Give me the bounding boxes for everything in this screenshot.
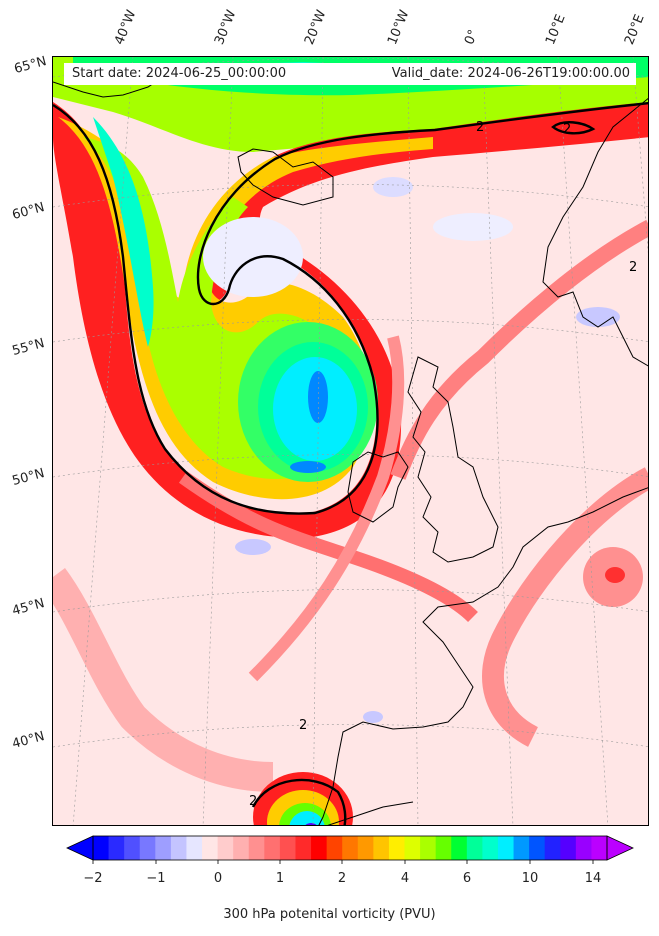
western-tongue-cyan	[93, 117, 154, 347]
colorbar-tick-label: 14	[584, 871, 602, 886]
pv-2-contour	[53, 102, 648, 825]
colorbar-segment	[124, 836, 141, 860]
colorbar-segment	[155, 836, 172, 860]
lon-label-10e: 10°E	[543, 12, 569, 47]
colorbar-segment	[248, 836, 265, 860]
colorbar-segment	[202, 836, 219, 860]
colorbar-segment	[482, 836, 499, 860]
pv-streamer	[53, 568, 274, 792]
southern-cutoff-cyan	[289, 811, 325, 825]
colorbar-segment	[435, 836, 452, 860]
colorbar-tick-label: −1	[146, 871, 166, 886]
pv-field-map: 2 2 2 2 2	[53, 57, 648, 825]
colorbar-segment	[420, 836, 437, 860]
contour-label: 2	[249, 794, 257, 809]
iceland-coast	[237, 148, 334, 206]
low-pv-patch	[363, 711, 383, 723]
colorbar-tick-label: 2	[337, 871, 347, 886]
colorbar-segment	[497, 836, 515, 860]
coastlines	[53, 76, 648, 825]
lon-label-20e: 20°E	[622, 12, 648, 47]
lat-label-55n: 55°N	[10, 336, 47, 359]
colorbar-segment	[591, 836, 608, 860]
colorbar-segment	[575, 836, 592, 860]
colorbar-segments	[93, 836, 608, 860]
lon-label-30w: 30°W	[212, 8, 240, 47]
colorbar-tick-label: −2	[83, 871, 103, 886]
colorbar-title: 300 hPa potenital vorticity (PVU)	[223, 907, 436, 922]
low-pv-patch	[203, 217, 303, 297]
colorbar-segment	[357, 836, 374, 860]
lon-label-20w: 20°W	[302, 8, 330, 47]
colorbar-segment	[264, 836, 281, 860]
colorbar-tick-label: 10	[521, 871, 539, 886]
lon-label-10w: 10°W	[385, 8, 413, 47]
colorbar-segment	[93, 836, 110, 860]
colorbar-outline	[92, 835, 608, 861]
colorbar-segment	[186, 836, 203, 860]
colorbar-segment	[217, 836, 234, 860]
map-panel: 2 2 2 2 2	[52, 56, 649, 826]
contour-label: 2	[299, 718, 307, 733]
great-britain-coast	[407, 356, 499, 563]
colorbar-segment	[560, 836, 577, 860]
colorbar-segment	[388, 836, 406, 860]
colorbar-ticks	[92, 860, 594, 864]
pv-streamer	[248, 335, 405, 682]
low-pv-patch	[235, 539, 271, 555]
colorbar-segment	[466, 836, 483, 860]
colorbar-segment	[295, 836, 312, 860]
colorbar-tick-label: 4	[400, 871, 410, 886]
colorbar-segment	[326, 836, 343, 860]
colorbar-segment	[529, 836, 546, 860]
pv-streamer	[482, 467, 648, 747]
contour-label: 2	[629, 260, 637, 275]
lat-label-60n: 60°N	[10, 200, 47, 223]
colorbar-segment	[311, 836, 328, 860]
lat-label-45n: 45°N	[10, 596, 47, 619]
colorbar-segment	[279, 836, 296, 860]
greenland-coast	[53, 76, 164, 98]
colorbar-segment	[373, 836, 390, 860]
colorbar-segment	[342, 836, 359, 860]
colorbar-segment	[513, 836, 530, 860]
contour-label: 2	[476, 120, 484, 135]
colorbar-segment	[233, 836, 250, 860]
valid-date-text: Valid_date: 2024-06-26T19:00:00.00	[391, 66, 630, 81]
colorbar-segment	[451, 836, 468, 860]
cutoff-low-core-2	[290, 461, 326, 473]
date-header: Start date: 2024-06-25_00:00:00 Valid_da…	[64, 63, 636, 85]
lon-label-0: 0°	[462, 27, 482, 47]
africa-coast	[327, 801, 414, 825]
colorbar-segment	[108, 836, 125, 860]
lon-label-40w: 40°W	[112, 8, 140, 47]
lat-label-65n: 65°N	[12, 54, 49, 77]
low-pv-patch	[576, 307, 620, 327]
contour-label: 2	[563, 122, 571, 137]
trough-red-rim	[53, 102, 648, 538]
cutoff-low-core-1	[308, 371, 328, 423]
low-pv-patch	[373, 177, 413, 197]
colorbar-segment	[139, 836, 156, 860]
ireland-coast	[347, 451, 409, 523]
low-pv-patch	[433, 213, 513, 241]
colorbar-tick-label: 6	[462, 871, 472, 886]
colorbar-segment	[544, 836, 561, 860]
colorbar-tick-label: 0	[213, 871, 223, 886]
southern-cutoff-core	[305, 823, 317, 825]
colorbar-tick-label: 1	[275, 871, 285, 886]
lat-label-50n: 50°N	[10, 466, 47, 489]
colorbar-max-arrow	[606, 835, 634, 861]
colorbar-segment	[170, 836, 187, 860]
norway-coast	[542, 97, 648, 367]
europe-coast	[318, 487, 648, 825]
eastern-pv-blob-core	[605, 567, 625, 583]
colorbar-min-arrow	[66, 835, 94, 861]
lat-label-40n: 40°N	[10, 729, 47, 752]
start-date-text: Start date: 2024-06-25_00:00:00	[72, 66, 287, 81]
pv-streamer	[390, 219, 648, 480]
colorbar	[66, 835, 634, 864]
colorbar-segment	[404, 836, 421, 860]
